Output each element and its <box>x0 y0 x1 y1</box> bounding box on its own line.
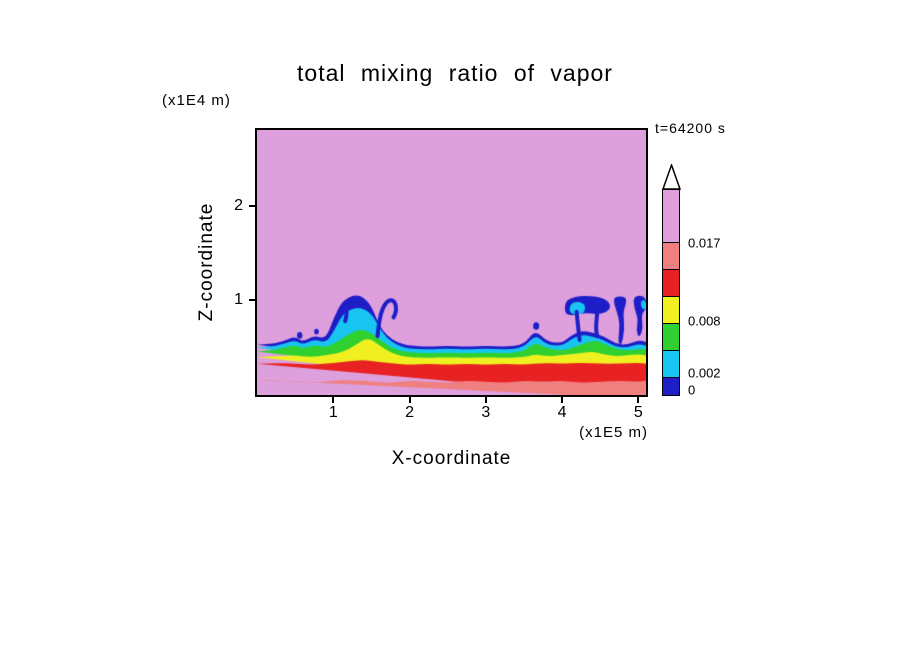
y-tick-mark <box>249 204 255 207</box>
x-tick-label: 2 <box>405 404 414 421</box>
x-tick-label: 4 <box>557 404 567 421</box>
y-tick-label: 2 <box>234 196 243 214</box>
colorbar-segment-green <box>663 323 679 350</box>
x-tick-label: 1 <box>328 404 338 421</box>
x-tick-mark <box>408 397 411 403</box>
y-axis-title: Z-coordinate <box>196 202 217 322</box>
colorbar-label: 0.002 <box>688 365 721 380</box>
colorbar-segment-cyan <box>663 350 679 377</box>
colorbar-segment-yellow <box>663 296 679 323</box>
time-label: t=64200 s <box>655 120 726 136</box>
colorbar-bar <box>662 189 680 396</box>
colorbar-segment-salmon <box>663 242 679 269</box>
chart-title: total mixing ratio of vapor <box>297 60 613 86</box>
colorbar-label: 0.017 <box>688 235 721 250</box>
colorbar-segment-blue <box>663 377 679 395</box>
x-tick-mark <box>561 397 564 403</box>
colorbar-overflow-arrow-icon <box>662 164 681 190</box>
plot-frame <box>255 128 648 397</box>
colorbar: 0.017 0.008 0.002 0 <box>662 164 722 404</box>
colorbar-label: 0.008 <box>688 313 721 328</box>
contour-field-canvas <box>257 130 646 395</box>
x-tick-label: 5 <box>633 404 643 421</box>
y-tick-label: 1 <box>234 291 243 309</box>
x-axis-unit-label: (x1E5 m) <box>579 424 648 441</box>
colorbar-segment-red <box>663 269 679 296</box>
x-axis-title: X-coordinate <box>391 448 512 469</box>
x-tick-label: 3 <box>481 404 491 421</box>
x-tick-mark <box>637 397 640 403</box>
y-tick-mark <box>249 299 255 302</box>
colorbar-label: 0 <box>688 382 696 397</box>
colorbar-segment-plum <box>663 190 679 242</box>
x-tick-mark <box>484 397 487 403</box>
x-tick-mark <box>332 397 335 403</box>
y-axis-unit-label: (x1E4 m) <box>162 92 231 109</box>
